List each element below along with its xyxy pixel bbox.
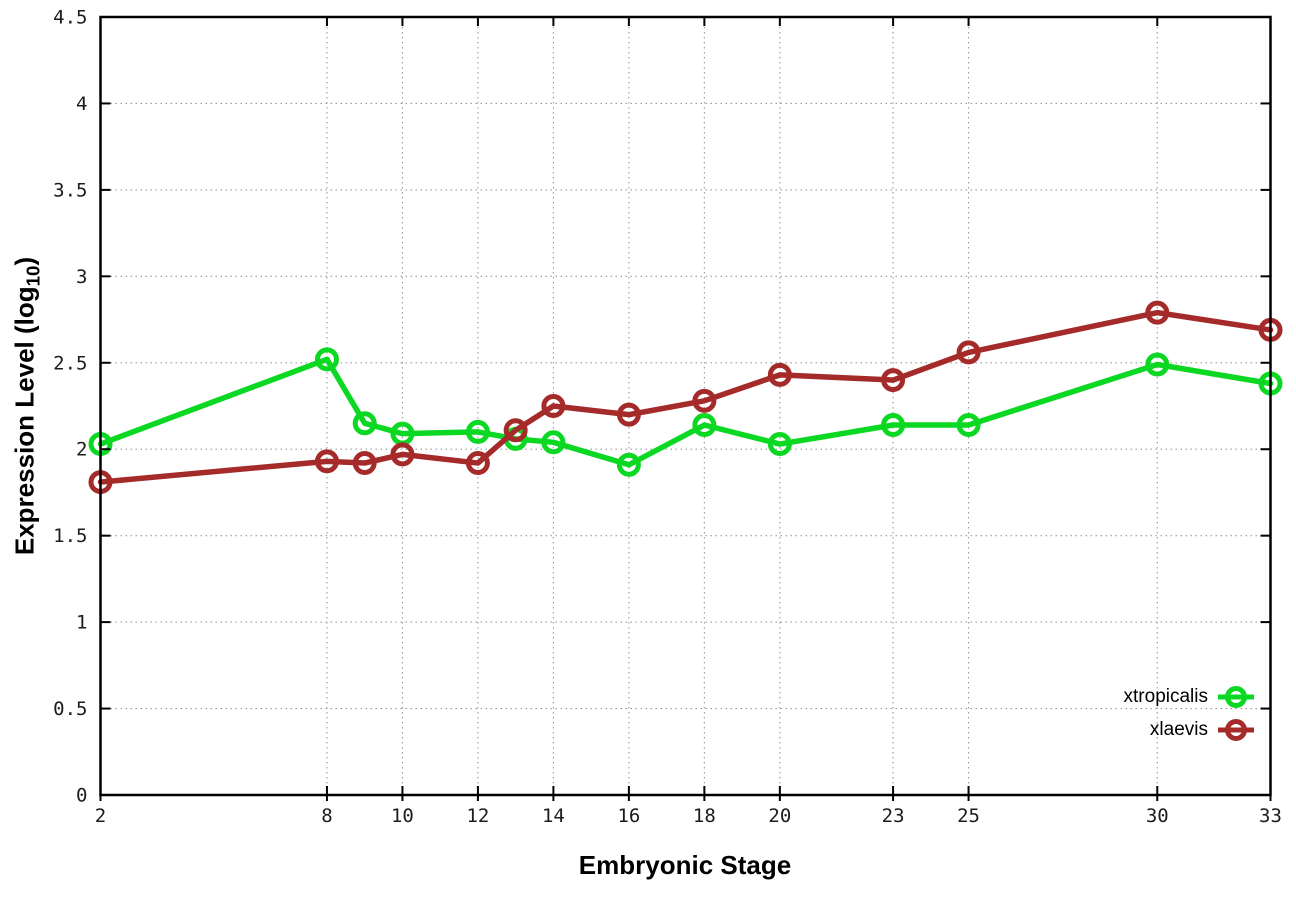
data-point-xtropicalis: [767, 432, 792, 457]
y-tick-label: 3.5: [53, 179, 87, 201]
x-tick-label: 20: [768, 805, 791, 827]
data-point-xtropicalis: [1145, 352, 1170, 377]
y-tick-label: 1.5: [53, 525, 87, 547]
data-point-xlaevis: [314, 449, 339, 474]
y-axis-title: Expression Level (log10): [9, 257, 44, 555]
open-circle-line-icon: [1218, 686, 1254, 708]
data-point-xtropicalis: [352, 411, 377, 436]
data-point-xlaevis: [767, 362, 792, 387]
data-point-xlaevis: [390, 442, 415, 467]
data-point-xlaevis: [881, 368, 906, 393]
plot-border: [99, 15, 1272, 797]
data-point-xlaevis: [465, 451, 490, 476]
legend-label-xlaevis: xlaevis: [1149, 719, 1208, 740]
x-tick-label: 18: [693, 805, 716, 827]
y-tick-label: 1: [76, 612, 87, 634]
x-tick-label: 23: [882, 805, 905, 827]
data-point-xlaevis: [1145, 300, 1170, 325]
x-tick-label: 8: [321, 805, 332, 827]
x-tick-label: 16: [617, 805, 640, 827]
legend-item-xtropicalis: xtropicalis: [1124, 682, 1254, 712]
y-tick-label: 3: [76, 266, 87, 288]
x-tick-label: 12: [466, 805, 489, 827]
y-axis-title-subscript: 10: [22, 265, 44, 287]
y-tick-label: 0.5: [53, 698, 87, 720]
x-tick-label: 30: [1146, 805, 1169, 827]
y-axis-title-text: Expression Level (log: [9, 286, 40, 556]
data-point-xtropicalis: [616, 452, 641, 477]
data-point-xtropicalis: [465, 419, 490, 444]
y-tick-label: 0: [76, 785, 87, 807]
y-tick-label: 2: [76, 439, 87, 461]
legend-item-xlaevis: xlaevis: [1124, 715, 1254, 745]
open-circle-line-icon: [1218, 719, 1254, 741]
x-tick-label: 14: [542, 805, 565, 827]
x-tick-label: 25: [957, 805, 980, 827]
legend-label-xtropicalis: xtropicalis: [1123, 686, 1208, 707]
data-point-xlaevis: [541, 394, 566, 418]
y-tick-label: 2.5: [53, 352, 87, 374]
series-line-xlaevis: [97, 309, 1274, 485]
y-axis-title-close: ): [9, 256, 40, 266]
series-line-xtropicalis: [97, 356, 1274, 468]
y-tick-label: 4: [76, 93, 87, 115]
legend: xtropicalis xlaevis: [1124, 682, 1254, 745]
data-point-xlaevis: [616, 402, 641, 427]
data-point-xtropicalis: [881, 413, 906, 438]
data-point-xlaevis: [352, 451, 377, 476]
data-point-xtropicalis: [314, 347, 339, 372]
data-point-xtropicalis: [692, 413, 717, 438]
data-point-xlaevis: [692, 388, 717, 413]
x-tick-label: 2: [95, 805, 106, 827]
x-axis-title: Embryonic Stage: [578, 850, 792, 880]
data-point-xtropicalis: [541, 430, 566, 455]
x-tick-label: 33: [1259, 805, 1282, 827]
y-tick-label: 4.5: [53, 7, 87, 29]
x-tick-label: 10: [391, 805, 414, 827]
data-point-xlaevis: [503, 418, 528, 443]
data-point-xlaevis: [956, 340, 981, 365]
data-point-xtropicalis: [956, 413, 981, 438]
